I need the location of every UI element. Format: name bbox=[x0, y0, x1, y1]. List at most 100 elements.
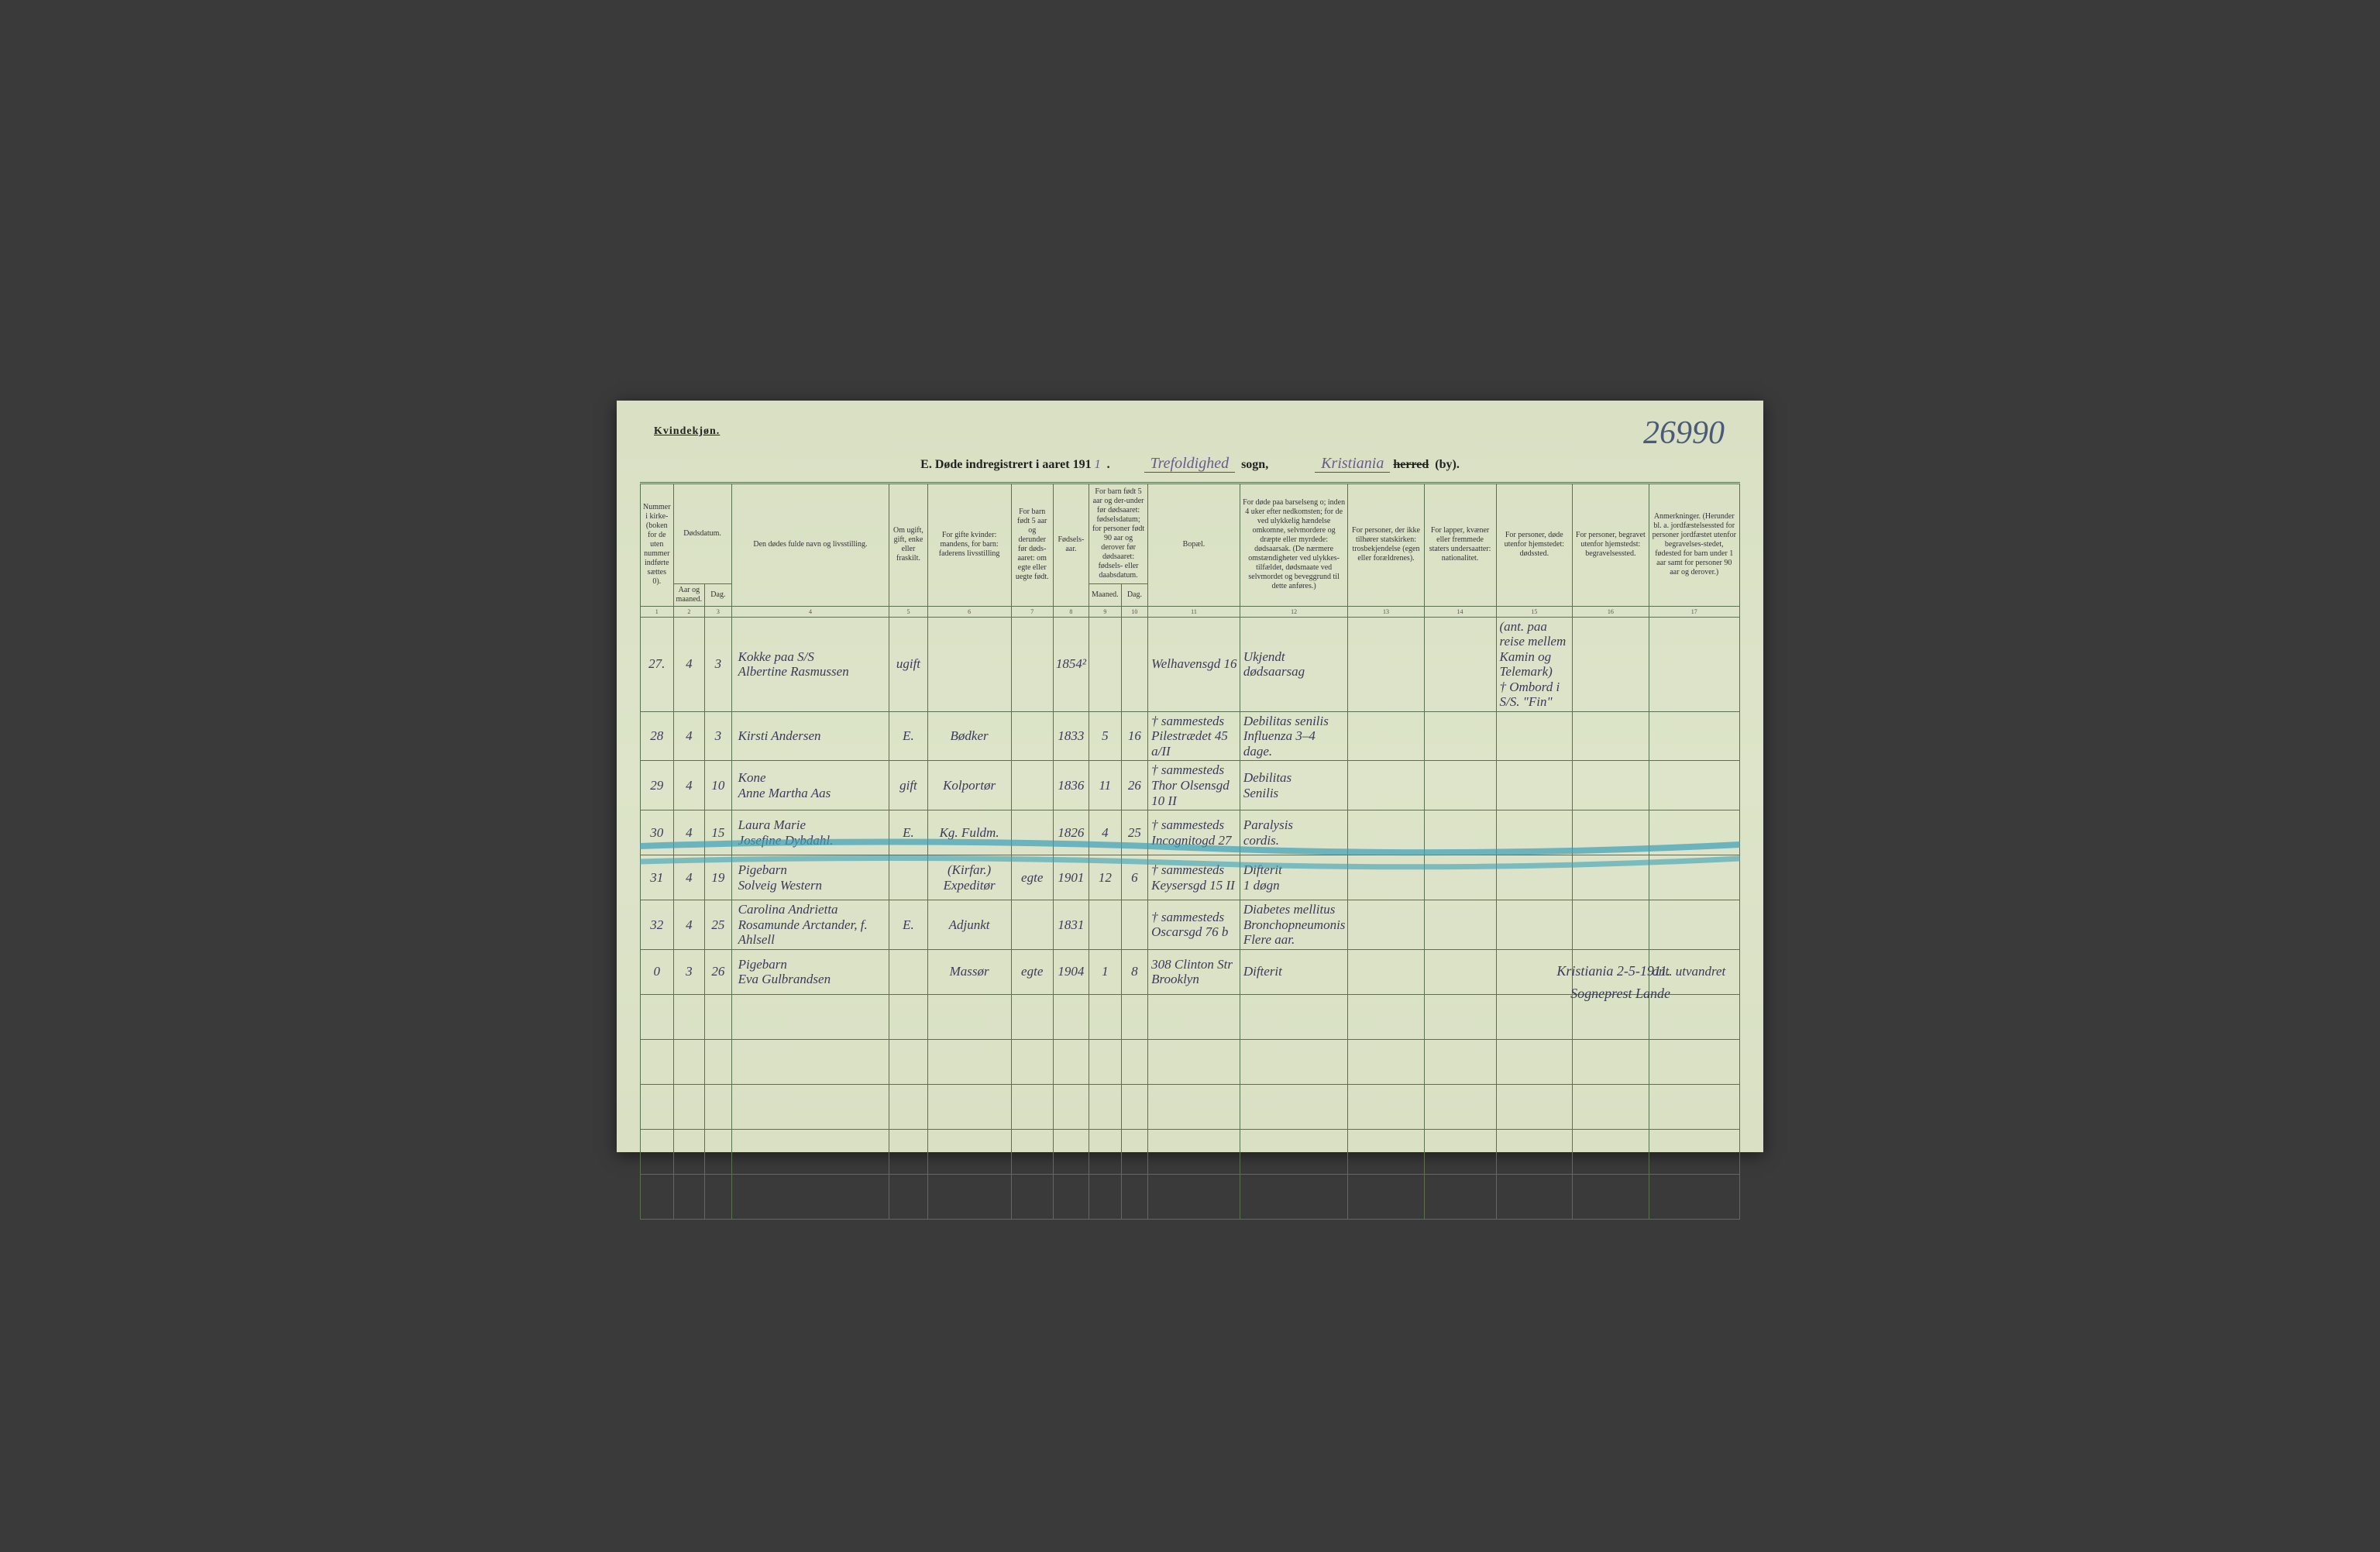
col-header: Nummer i kirke-(boken for de uten nummer… bbox=[641, 483, 674, 606]
cell bbox=[1348, 949, 1424, 994]
cell: Adjunkt bbox=[927, 900, 1011, 950]
page-number: 26990 bbox=[1643, 415, 1725, 452]
cell: Kirsti Andersen bbox=[731, 711, 889, 761]
cell: Diabetes mellitus BronchopneumonisFlere … bbox=[1240, 900, 1348, 950]
cell: † sammestedsIncognitogd 27 bbox=[1148, 810, 1240, 855]
ledger-table: Nummer i kirke-(boken for de uten nummer… bbox=[640, 482, 1740, 1220]
sogn-fill: Trefoldighed bbox=[1144, 455, 1235, 473]
signature-name: Sogneprest Lande bbox=[1556, 982, 1670, 1005]
cell: 4 bbox=[673, 810, 705, 855]
cell bbox=[1148, 1174, 1240, 1219]
cell bbox=[1573, 900, 1649, 950]
col-header: For lapper, kvæner eller fremmede stater… bbox=[1424, 483, 1496, 606]
cell bbox=[1089, 1039, 1121, 1084]
cell: 8 bbox=[1121, 949, 1147, 994]
cell bbox=[1424, 855, 1496, 900]
cell bbox=[889, 1129, 927, 1174]
cell bbox=[1011, 810, 1053, 855]
cell bbox=[1424, 711, 1496, 761]
col-header: For barn født 5 aar og derunder før døds… bbox=[1011, 483, 1053, 606]
cell bbox=[1424, 900, 1496, 950]
cell bbox=[1573, 617, 1649, 711]
cell bbox=[1573, 1129, 1649, 1174]
cell bbox=[1649, 1174, 1739, 1219]
cell bbox=[641, 1084, 674, 1129]
table-row: 32425Carolina AndriettaRosamunde Arctand… bbox=[641, 900, 1740, 950]
cell: 15 bbox=[705, 810, 731, 855]
table-row: 31419PigebarnSolveig Western(Kirfar.) Ex… bbox=[641, 855, 1740, 900]
cell bbox=[1424, 617, 1496, 711]
cell bbox=[1573, 1174, 1649, 1219]
cell bbox=[1348, 617, 1424, 711]
cell bbox=[1121, 1084, 1147, 1129]
cell bbox=[1148, 1039, 1240, 1084]
cell bbox=[1424, 1084, 1496, 1129]
cell: 4 bbox=[673, 761, 705, 810]
cell: Laura MarieJosefine Dybdahl. bbox=[731, 810, 889, 855]
cell bbox=[1011, 761, 1053, 810]
table-row bbox=[641, 1084, 1740, 1129]
col-header: For barn født 5 aar og der-under før død… bbox=[1089, 483, 1147, 583]
col-num: 5 bbox=[889, 606, 927, 617]
cell: 29 bbox=[641, 761, 674, 810]
cell: DebilitasSenilis bbox=[1240, 761, 1348, 810]
cell: 3 bbox=[705, 711, 731, 761]
col-num: 6 bbox=[927, 606, 1011, 617]
cell: † sammestedsThor Olsensgd 10 II bbox=[1148, 761, 1240, 810]
cell: 1836 bbox=[1053, 761, 1089, 810]
cell: 4 bbox=[673, 900, 705, 950]
cell: Paralysiscordis. bbox=[1240, 810, 1348, 855]
cell bbox=[731, 1174, 889, 1219]
cell bbox=[1348, 1039, 1424, 1084]
col-num: 10 bbox=[1121, 606, 1147, 617]
cell bbox=[1496, 1174, 1573, 1219]
col-num: 16 bbox=[1573, 606, 1649, 617]
cell bbox=[1424, 1174, 1496, 1219]
cell bbox=[1240, 1174, 1348, 1219]
cell bbox=[1424, 994, 1496, 1039]
table-body: 27.43Kokke paa S/SAlbertine Rasmussenugi… bbox=[641, 617, 1740, 1219]
cell bbox=[1649, 1129, 1739, 1174]
col-num: 3 bbox=[705, 606, 731, 617]
col-header: Anmerkninger. (Herunder bl. a. jordfæste… bbox=[1649, 483, 1739, 606]
col-header: Fødsels-aar. bbox=[1053, 483, 1089, 606]
cell bbox=[731, 1084, 889, 1129]
cell: Kokke paa S/SAlbertine Rasmussen bbox=[731, 617, 889, 711]
cell bbox=[1121, 1129, 1147, 1174]
cell bbox=[1011, 1039, 1053, 1084]
cell bbox=[927, 1039, 1011, 1084]
cell bbox=[1573, 761, 1649, 810]
cell bbox=[1089, 1084, 1121, 1129]
cell bbox=[705, 1174, 731, 1219]
cell bbox=[889, 1039, 927, 1084]
cell bbox=[927, 617, 1011, 711]
cell bbox=[705, 994, 731, 1039]
col-subheader: Dag. bbox=[705, 583, 731, 606]
cell: 16 bbox=[1121, 711, 1147, 761]
cell bbox=[1649, 711, 1739, 761]
cell bbox=[1496, 711, 1573, 761]
cell: 32 bbox=[641, 900, 674, 950]
by-fill: Kristiania bbox=[1315, 455, 1390, 473]
cell bbox=[889, 855, 927, 900]
cell bbox=[1089, 1129, 1121, 1174]
cell bbox=[927, 1084, 1011, 1129]
cell bbox=[1496, 1129, 1573, 1174]
cell bbox=[1348, 1084, 1424, 1129]
cell bbox=[1053, 994, 1089, 1039]
cell bbox=[1240, 1039, 1348, 1084]
cell bbox=[1011, 711, 1053, 761]
cell: Difterit1 døgn bbox=[1240, 855, 1348, 900]
cell bbox=[927, 1129, 1011, 1174]
cell bbox=[1649, 810, 1739, 855]
cell bbox=[1011, 1084, 1053, 1129]
cell bbox=[731, 1039, 889, 1084]
table-row bbox=[641, 1174, 1740, 1219]
cell bbox=[1148, 1084, 1240, 1129]
col-num: 8 bbox=[1053, 606, 1089, 617]
cell: 3 bbox=[673, 949, 705, 994]
col-subheader: Dag. bbox=[1121, 583, 1147, 606]
cell bbox=[705, 1084, 731, 1129]
cell bbox=[1011, 1129, 1053, 1174]
cell: gift bbox=[889, 761, 927, 810]
